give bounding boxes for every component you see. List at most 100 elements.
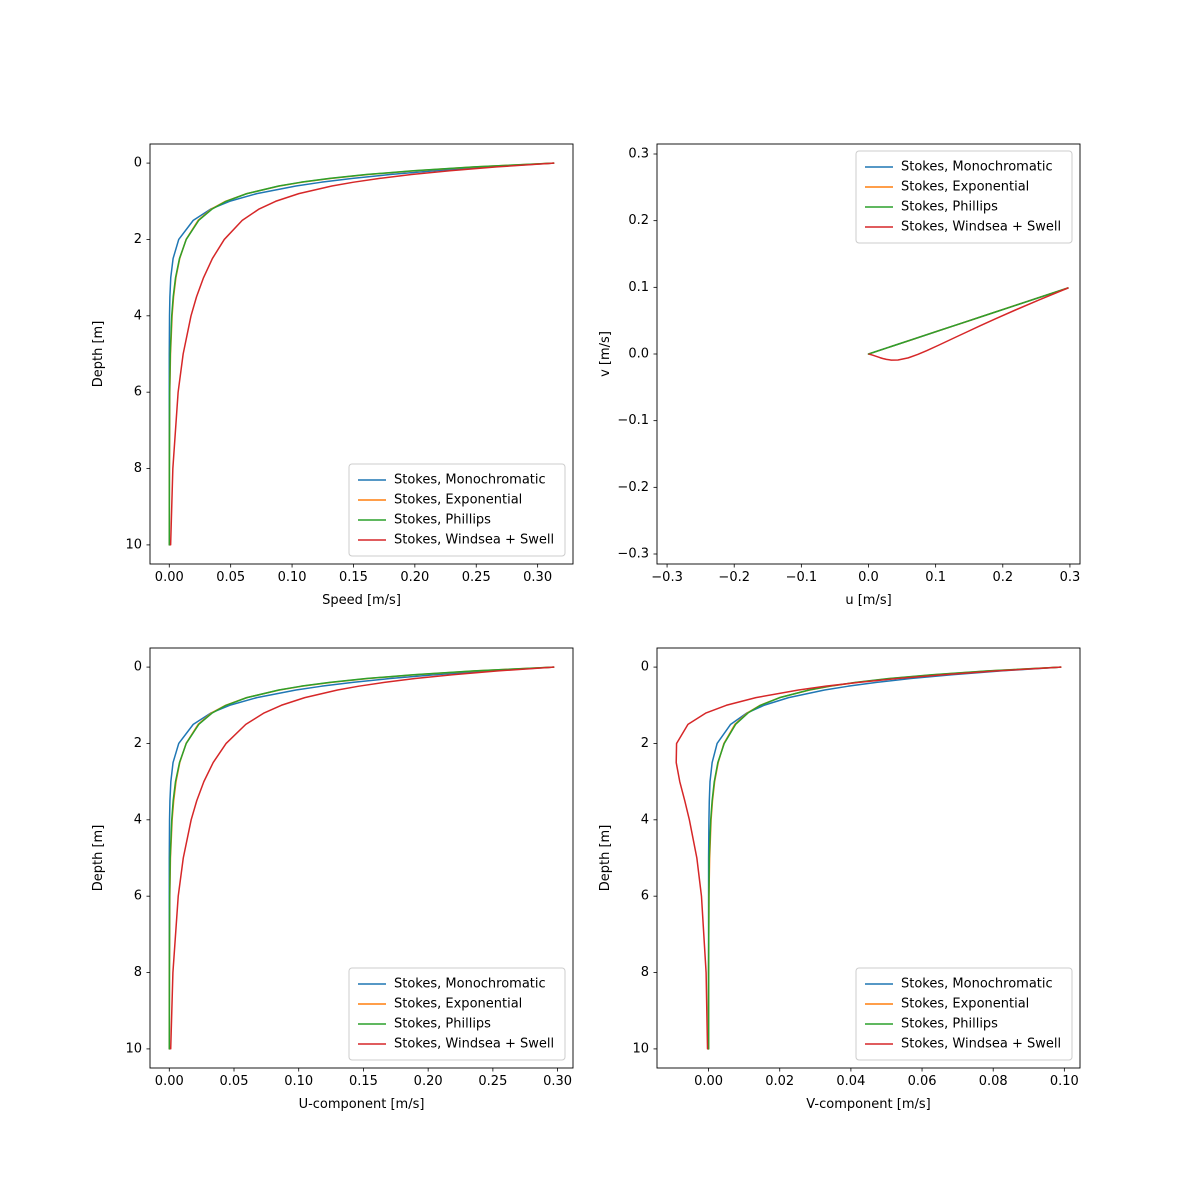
legend-label-stokes-phillips: Stokes, Phillips [394,1017,491,1032]
x-tick-label: 0.08 [979,1074,1008,1089]
axes-frame [656,143,1081,565]
x-axis-label: U-component [m/s] [299,1097,425,1112]
y-tick-label: 0 [134,660,142,675]
series-group [675,666,1062,1050]
x-tick-label: 0.30 [523,570,552,585]
legend-box [855,150,1073,244]
x-tick-label: 0.06 [908,1074,937,1089]
legend-label-stokes-exponential: Stokes, Exponential [394,493,522,508]
x-tick-label: 0.02 [765,1074,794,1089]
x-tick-label: 0.20 [414,1074,443,1089]
x-tick-label: 0.3 [1060,570,1081,585]
x-tick-label: 0.00 [155,1074,184,1089]
y-tick-label: 8 [641,965,649,980]
x-tick-label: −0.2 [718,570,750,585]
legend-label-stokes-phillips: Stokes, Phillips [901,200,998,215]
y-tick-label: 4 [134,812,142,827]
y-tick-label: 6 [641,889,649,904]
legend-label-stokes-monochromatic: Stokes, Monochromatic [394,473,546,488]
legend-box [348,967,566,1061]
y-tick-label: 4 [134,308,142,323]
y-tick-label: 8 [134,461,142,476]
x-tick-label: 0.25 [478,1074,507,1089]
x-tick-label: 0.20 [400,570,429,585]
axes-frame [656,647,1081,1069]
legend-box [855,967,1073,1061]
series-line-stokes-monochromatic [168,666,555,1050]
y-tick-label: 0.1 [628,280,649,295]
x-axis-label: V-component [m/s] [806,1097,930,1112]
legend-label-stokes-windsea-swell: Stokes, Windsea + Swell [394,533,554,548]
legend-label-stokes-phillips: Stokes, Phillips [394,513,491,528]
y-tick-label: 2 [134,736,142,751]
ticks: 0.00 0.05 0.10 0.15 0.20 0.25 0.30 0 2 4 6 8 10 [125,156,552,585]
x-tick-label: 0.25 [462,570,491,585]
series-line-stokes-windsea-swell [675,666,1062,1050]
y-axis-label: Depth [m] [91,321,106,388]
ticks: −0.3 −0.2 −0.1 0.0 0.1 0.2 0.3 −0.3 −0.2 −0.1 0.0 0… [617,147,1080,585]
y-tick-label: 8 [134,965,142,980]
panel-speed-profile: 0.00 0.05 0.10 0.15 0.20 0.25 0.30 0 2 4 6 8 10 Speed… [91,143,574,608]
series-line-stokes-monochromatic [707,666,1062,1050]
series-line-stokes-phillips [168,162,555,546]
x-tick-label: 0.00 [155,570,184,585]
legend: Stokes, Monochromatic Stokes, Exponential… [348,967,566,1061]
x-tick-label: 0.15 [349,1074,378,1089]
x-tick-label: −0.1 [786,570,818,585]
x-tick-label: 0.04 [836,1074,865,1089]
legend-label-stokes-windsea-swell: Stokes, Windsea + Swell [901,1037,1061,1052]
y-tick-label: 0 [641,660,649,675]
x-tick-label: 0.2 [992,570,1013,585]
legend-box [348,463,566,557]
y-tick-label: 0.0 [628,347,649,362]
series-line-stokes-monochromatic [168,162,555,546]
y-tick-label: 2 [641,736,649,751]
series-group [168,666,555,1050]
y-tick-label: 0.2 [628,213,649,228]
axes-frame [149,647,574,1069]
y-axis-label: v [m/s] [598,331,613,377]
legend-label-stokes-exponential: Stokes, Exponential [901,180,1029,195]
legend-label-stokes-exponential: Stokes, Exponential [901,997,1029,1012]
x-tick-label: 0.05 [216,570,245,585]
x-tick-label: 0.00 [694,1074,723,1089]
x-tick-label: 0.15 [339,570,368,585]
y-tick-label: 0.3 [628,147,649,162]
x-tick-label: 0.10 [278,570,307,585]
y-tick-label: −0.1 [617,413,649,428]
legend-label-stokes-exponential: Stokes, Exponential [394,997,522,1012]
y-tick-label: 10 [125,537,142,552]
ticks: 0.00 0.05 0.10 0.15 0.20 0.25 0.30 0 2 4 6 8 10 [125,660,572,1089]
y-axis-label: Depth [m] [598,825,613,892]
y-tick-label: 10 [125,1041,142,1056]
legend-label-stokes-monochromatic: Stokes, Monochromatic [394,977,546,992]
panel-u-component-profile: 0.00 0.05 0.10 0.15 0.20 0.25 0.30 0 2 4 6 8 10 U-com… [91,647,574,1112]
ticks: 0.00 0.02 0.04 0.06 0.08 0.10 0 2 4 6 8 10 [632,660,1078,1089]
legend-label-stokes-windsea-swell: Stokes, Windsea + Swell [901,220,1061,235]
panel-hodograph: −0.3 −0.2 −0.1 0.0 0.1 0.2 0.3 −0.3 −0.2 −0.1 0.0 0… [598,143,1081,608]
axes-frame [149,143,574,565]
y-axis-label: Depth [m] [91,825,106,892]
series-line-stokes-phillips [168,666,555,1050]
x-tick-label: 0.10 [284,1074,313,1089]
series-line-stokes-windsea-swell [169,162,555,546]
legend: Stokes, Monochromatic Stokes, Exponential… [855,967,1073,1061]
series-line-stokes-windsea-swell [169,666,555,1050]
y-tick-label: −0.3 [617,547,649,562]
series-group [867,287,1069,361]
legend-label-stokes-monochromatic: Stokes, Monochromatic [901,160,1053,175]
y-tick-label: 10 [632,1041,649,1056]
y-tick-label: 0 [134,156,142,171]
legend: Stokes, Monochromatic Stokes, Exponential… [855,150,1073,244]
series-group [168,162,555,546]
y-tick-label: 6 [134,385,142,400]
panel-v-component-profile: 0.00 0.02 0.04 0.06 0.08 0.10 0 2 4 6 8 10 V-compone… [598,647,1081,1112]
x-tick-label: 0.30 [543,1074,572,1089]
y-tick-label: 4 [641,812,649,827]
y-tick-label: −0.2 [617,480,649,495]
y-tick-label: 2 [134,232,142,247]
legend: Stokes, Monochromatic Stokes, Exponential… [348,463,566,557]
x-axis-label: u [m/s] [845,593,891,608]
